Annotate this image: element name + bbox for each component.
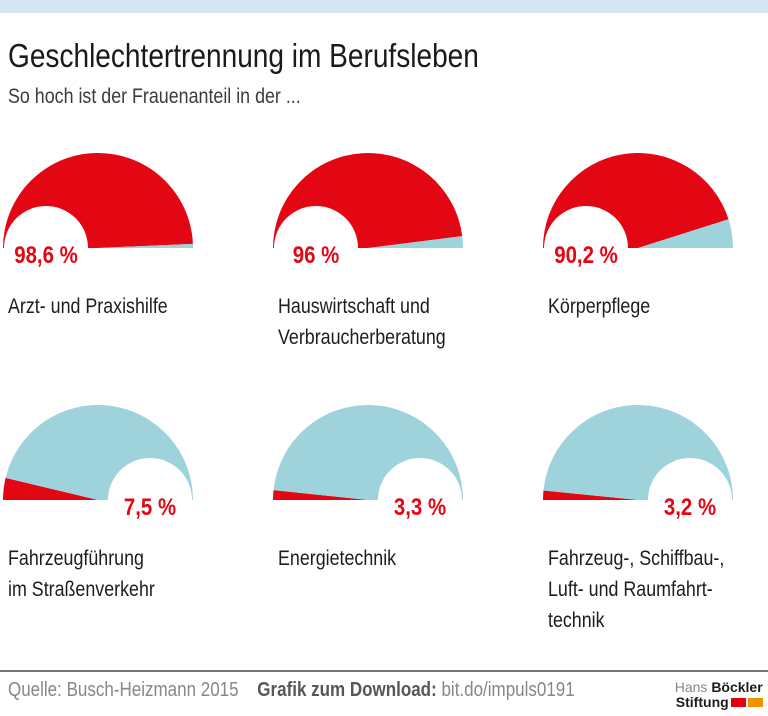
gauge-chart: 3,3 % xyxy=(268,401,468,523)
gauge-category-label: Arzt- und Praxishilfe xyxy=(8,295,168,318)
logo-orange-block xyxy=(747,698,763,707)
gauge-value-label: 90,2 % xyxy=(554,242,618,269)
gauge-category-label: Körperpflege xyxy=(548,295,651,318)
gauge-women-segment xyxy=(273,490,368,500)
hbs-logo: Hans Böckler Stiftung xyxy=(675,680,763,710)
gauge-value-label: 3,3 % xyxy=(393,494,447,521)
gauge-svg xyxy=(543,405,733,501)
gauge-chart: 3,2 % xyxy=(538,401,738,523)
gauge-chart: 96 % xyxy=(268,149,468,271)
download-link[interactable]: bit.do/impuls0191 xyxy=(441,679,575,701)
gauge-category-label: Energietechnik xyxy=(278,547,397,570)
footer: Quelle: Busch-Heizmann 2015 Grafik zum D… xyxy=(0,670,768,710)
gauge-row-top: 98,6 % Arzt- und Praxishilfe 96 % Hauswi… xyxy=(0,149,768,353)
gauge-women-segment xyxy=(543,490,638,500)
gauge-hole xyxy=(108,458,192,501)
gauge-hole xyxy=(648,458,732,501)
gauge-cell: 7,5 % Fahrzeugführung im Straßenverkehr xyxy=(2,401,278,636)
header: Geschlechtertrennung im Berufsleben So h… xyxy=(0,37,768,109)
gauge-chart: 90,2 % xyxy=(538,149,738,271)
gauge-chart: 7,5 % xyxy=(0,401,198,523)
gauge-women-segment xyxy=(2,477,98,500)
gauge-svg xyxy=(273,405,463,501)
gauge-hole xyxy=(544,206,628,249)
download-group: Grafik zum Download: bit.do/impuls0191 xyxy=(257,679,574,702)
gauge-svg xyxy=(2,152,194,249)
top-accent-bar xyxy=(0,0,768,13)
logo-stiftung-text: Stiftung xyxy=(675,694,729,710)
download-label: Grafik zum Download: xyxy=(257,679,437,701)
gauge-category-label: Hauswirtschaft und Verbraucherberatung xyxy=(278,295,446,349)
logo-hans-text: Hans xyxy=(674,679,708,695)
gauge-hole xyxy=(378,458,462,501)
gauge-cell: 3,2 % Fahrzeug-, Schiffbau-, Luft- und R… xyxy=(543,401,768,636)
gauge-hole xyxy=(4,206,88,249)
gauge-category-label: Fahrzeugführung im Straßenverkehr xyxy=(8,547,155,601)
gauge-value-label: 98,6 % xyxy=(14,242,78,269)
logo-boeckler-text: Böckler xyxy=(711,679,763,695)
logo-line2: Stiftung xyxy=(675,695,763,710)
source-text: Quelle: Busch-Heizmann 2015 xyxy=(8,679,239,701)
gauge-value-label: 7,5 % xyxy=(123,494,177,521)
gauge-men-segment xyxy=(368,236,463,248)
logo-red-block xyxy=(730,698,746,707)
gauge-svg xyxy=(2,404,194,501)
page-subtitle: So hoch ist der Frauenanteil in der ... xyxy=(8,85,301,108)
gauge-chart: 98,6 % xyxy=(0,149,198,271)
gauge-hole xyxy=(274,206,358,249)
gauge-svg xyxy=(273,153,463,249)
gauge-value-label: 3,2 % xyxy=(663,494,717,521)
gauge-cell: 96 % Hauswirtschaft und Verbraucherberat… xyxy=(273,149,548,353)
gauge-svg xyxy=(543,153,733,249)
gauge-cell: 3,3 % Energietechnik xyxy=(273,401,548,636)
gauge-value-label: 96 % xyxy=(292,242,340,269)
gauge-men-segment xyxy=(98,243,194,248)
gauge-cell: 90,2 % Körperpflege xyxy=(543,149,768,353)
gauge-men-segment xyxy=(638,219,733,248)
logo-line1: Hans Böckler xyxy=(675,680,763,695)
footer-source-group: Quelle: Busch-Heizmann 2015 Grafik zum D… xyxy=(8,679,575,702)
gauge-cell: 98,6 % Arzt- und Praxishilfe xyxy=(2,149,278,353)
gauge-category-label: Fahrzeug-, Schiffbau-, Luft- und Raumfah… xyxy=(548,547,725,632)
gauge-row-bottom: 7,5 % Fahrzeugführung im Straßenverkehr … xyxy=(0,401,768,636)
page-title: Geschlechtertrennung im Berufsleben xyxy=(8,37,479,74)
